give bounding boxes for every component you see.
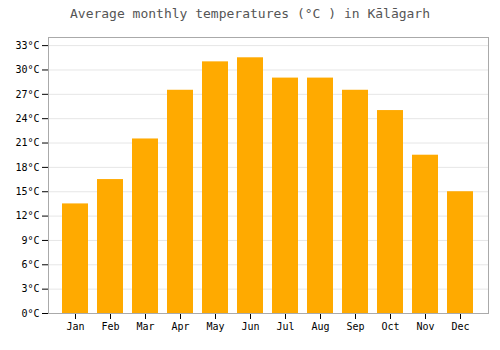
svg-text:12°C: 12°C bbox=[15, 210, 39, 221]
svg-text:Apr: Apr bbox=[171, 321, 189, 332]
svg-text:9°C: 9°C bbox=[21, 235, 39, 246]
svg-text:0°C: 0°C bbox=[21, 308, 39, 319]
svg-text:May: May bbox=[206, 321, 224, 332]
svg-text:Oct: Oct bbox=[381, 321, 399, 332]
svg-text:Sep: Sep bbox=[346, 321, 364, 332]
svg-text:Mar: Mar bbox=[136, 321, 154, 332]
svg-text:Nov: Nov bbox=[416, 321, 434, 332]
svg-text:6°C: 6°C bbox=[21, 259, 39, 270]
svg-text:33°C: 33°C bbox=[15, 40, 39, 51]
svg-text:30°C: 30°C bbox=[15, 64, 39, 75]
svg-text:15°C: 15°C bbox=[15, 186, 39, 197]
svg-text:21°C: 21°C bbox=[15, 137, 39, 148]
svg-text:Feb: Feb bbox=[101, 321, 119, 332]
svg-text:Aug: Aug bbox=[311, 321, 329, 332]
svg-text:Jun: Jun bbox=[241, 321, 259, 332]
svg-text:Dec: Dec bbox=[451, 321, 469, 332]
svg-text:24°C: 24°C bbox=[15, 113, 39, 124]
svg-text:27°C: 27°C bbox=[15, 89, 39, 100]
svg-text:Jan: Jan bbox=[66, 321, 84, 332]
svg-text:18°C: 18°C bbox=[15, 162, 39, 173]
html-text:Average monthly temperatures (: Average monthly temperatures (°C ) in Kā… bbox=[70, 6, 430, 21]
svg-text:3°C: 3°C bbox=[21, 283, 39, 294]
svg-text:Jul: Jul bbox=[276, 321, 294, 332]
